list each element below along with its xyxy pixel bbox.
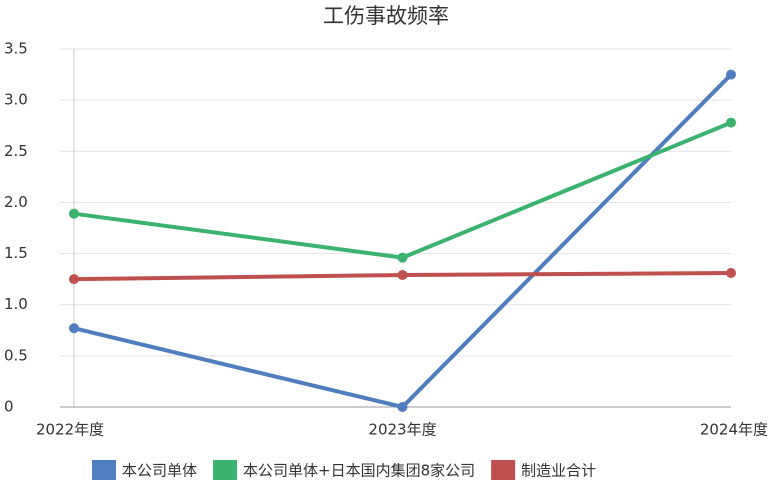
data-point [397,402,408,412]
legend-swatch [491,460,516,480]
y-tick-label: 0.5 [4,346,28,364]
legend-swatch [213,460,238,480]
x-tick-label: 2022年度 [36,421,104,439]
y-tick-label: 2.0 [4,193,28,211]
x-tick-label: 2024年度 [700,421,768,439]
chart-title: 工伤事故频率 [323,4,449,28]
x-tick-label: 2023年度 [368,421,436,439]
y-tick-label: 2.5 [4,142,28,160]
y-tick-label: 1.5 [4,244,28,262]
legend-label: 本公司单体+日本国内集团8家公司 [243,462,475,480]
y-tick-label: 1.0 [4,295,28,313]
data-point [726,69,736,80]
data-point [726,268,736,279]
legend-label: 本公司单体 [122,462,197,480]
data-point [726,117,736,128]
y-tick-label: 3.0 [4,91,28,109]
y-tick-label: 0 [4,398,14,416]
series-line [73,120,732,260]
y-tick-label: 3.5 [4,40,28,58]
series-line [73,73,733,410]
data-point [69,208,79,219]
data-point [69,323,79,334]
legend-swatch [92,460,116,480]
legend-label: 制造业合计 [521,462,596,480]
data-point [397,252,408,263]
data-point [69,274,79,285]
data-point [397,270,408,281]
